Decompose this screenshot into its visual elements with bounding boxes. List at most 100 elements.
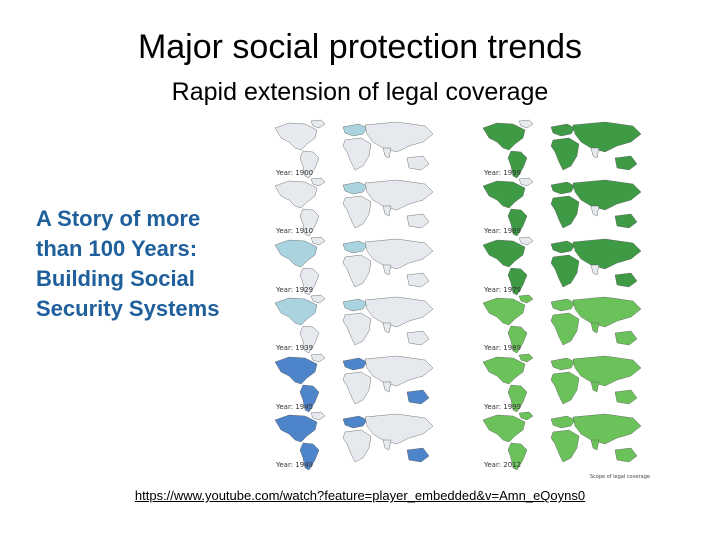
youtube-video-link[interactable]: https://www.youtube.com/watch?feature=pl…	[134, 488, 586, 503]
continent-shape	[299, 442, 320, 471]
continent-shape	[590, 206, 600, 217]
continent-shape	[550, 123, 576, 137]
continent-shape	[299, 267, 320, 296]
continent-shape	[507, 325, 528, 354]
continent-shape	[550, 196, 580, 229]
continent-shape	[482, 122, 526, 151]
continent-shape	[507, 267, 528, 296]
continent-shape	[550, 137, 580, 171]
map-year-label: Year: 1910	[276, 227, 314, 236]
continent-shape	[342, 123, 368, 137]
continent-shape	[590, 439, 600, 451]
continent-shape	[342, 196, 372, 229]
continent-shape	[342, 357, 368, 370]
continent-shape	[382, 439, 392, 451]
continent-shape	[406, 272, 430, 288]
world-map-thumbnail: Year: 1969	[470, 176, 654, 238]
continent-shape	[518, 236, 534, 246]
world-map-thumbnail: Year: 1910	[262, 176, 446, 238]
world-map-thumbnail: Year: 1949	[262, 410, 446, 472]
continent-shape	[342, 415, 368, 429]
slide-title: Major social protection trends	[137, 28, 583, 66]
continent-shape	[342, 254, 372, 288]
continent-shape	[550, 298, 576, 312]
continent-shape	[572, 296, 642, 328]
map-year-label: Year: 1999	[484, 402, 522, 411]
world-map-thumbnail: Year: 1999	[470, 352, 654, 414]
continent-shape	[482, 356, 526, 384]
continent-shape	[518, 353, 534, 362]
continent-shape	[572, 180, 642, 211]
continent-shape	[364, 355, 434, 386]
continent-shape	[550, 182, 576, 195]
map-year-label: Year: 1945	[276, 402, 314, 411]
continent-shape	[572, 355, 642, 386]
world-maps-grid: Year: 1900 Year: 1959 Year: 1910 Year: 1969…	[262, 118, 654, 480]
world-map-thumbnail: Year: 1900	[262, 118, 446, 180]
continent-shape	[614, 389, 638, 404]
continent-shape	[572, 413, 642, 445]
continent-shape	[364, 296, 434, 328]
map-year-label: Year: 1969	[484, 227, 522, 236]
continent-shape	[406, 389, 430, 404]
continent-shape	[406, 330, 430, 346]
continent-shape	[590, 322, 600, 334]
map-year-label: Year: 1939	[276, 344, 314, 353]
world-map-graphic	[274, 411, 434, 471]
world-map-thumbnail: Year: 1979	[470, 235, 654, 297]
continent-shape	[572, 121, 642, 153]
continent-shape	[274, 414, 318, 443]
world-map-thumbnail: Year: 2012 Scope of legal coverage	[470, 410, 654, 480]
continent-shape	[507, 442, 528, 471]
continent-shape	[614, 214, 638, 229]
continent-shape	[550, 254, 580, 288]
continent-shape	[299, 209, 320, 237]
continent-shape	[482, 239, 526, 268]
world-map-graphic	[274, 353, 434, 412]
continent-shape	[364, 121, 434, 153]
continent-shape	[518, 411, 534, 421]
continent-shape	[274, 239, 318, 268]
continent-shape	[507, 150, 528, 179]
continent-shape	[364, 413, 434, 445]
continent-shape	[507, 209, 528, 237]
continent-shape	[382, 381, 392, 392]
continent-shape	[550, 312, 580, 346]
world-map-thumbnail: Year: 1945	[262, 352, 446, 414]
continent-shape	[550, 357, 576, 370]
world-map-graphic	[482, 411, 642, 471]
continent-shape	[342, 298, 368, 312]
continent-shape	[550, 415, 576, 429]
continent-shape	[364, 238, 434, 270]
continent-shape	[406, 447, 430, 463]
continent-shape	[382, 147, 392, 159]
slide-subtitle: Rapid extension of legal coverage	[171, 78, 549, 106]
map-year-label: Year: 1949	[276, 461, 314, 469]
world-map-graphic	[482, 236, 642, 296]
story-line-1: A Story of more	[36, 206, 201, 231]
story-line-3: Building Social	[36, 266, 195, 291]
continent-shape	[550, 240, 576, 254]
world-map-graphic	[274, 294, 434, 354]
world-map-thumbnail: Year: 1989	[470, 293, 654, 355]
continent-shape	[382, 264, 392, 276]
world-map-graphic	[482, 119, 642, 179]
continent-shape	[482, 297, 526, 326]
world-map-graphic	[274, 178, 434, 237]
world-map-graphic	[482, 294, 642, 354]
map-year-label: Year: 1979	[484, 285, 522, 294]
continent-shape	[342, 182, 368, 195]
continent-shape	[274, 356, 318, 384]
continent-shape	[614, 155, 638, 171]
map-year-label: Year: 1929	[276, 285, 314, 294]
continent-shape	[342, 312, 372, 346]
continent-shape	[274, 181, 318, 209]
continent-shape	[590, 147, 600, 159]
map-year-label: Year: 1959	[484, 169, 522, 177]
continent-shape	[482, 181, 526, 209]
world-map-thumbnail: Year: 1929	[262, 235, 446, 297]
map-year-label: Year: 1900	[276, 169, 314, 177]
continent-shape	[310, 294, 326, 304]
continent-shape	[550, 429, 580, 463]
